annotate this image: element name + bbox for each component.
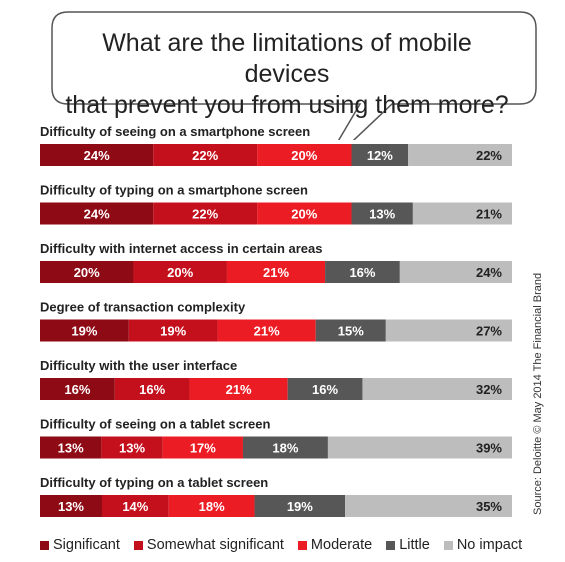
bar-segment-moderate <box>162 436 243 459</box>
bar-segment-little <box>315 319 386 342</box>
bar-segment-somewhat-significant <box>133 261 227 283</box>
bar-segment-significant <box>40 378 115 400</box>
bar-segment-somewhat-significant <box>128 319 218 342</box>
data-label: 22% <box>192 148 218 163</box>
data-label: 20% <box>74 265 100 280</box>
data-label: 12% <box>367 148 393 163</box>
bar-segment-significant <box>40 319 129 342</box>
data-label: 13% <box>58 499 84 514</box>
data-label: 21% <box>226 382 252 397</box>
legend-item-no-impact: No impact <box>443 537 523 553</box>
data-label: 19% <box>287 499 313 514</box>
bar-segment-somewhat-significant <box>101 436 163 459</box>
data-label: 17% <box>190 441 216 456</box>
legend-swatch <box>386 540 396 550</box>
category-label: Difficulty of typing on a smartphone scr… <box>40 183 308 198</box>
stacked-bar-chart: Difficulty of seeing on a smartphone scr… <box>40 124 512 517</box>
bar-segment-little <box>287 378 363 400</box>
bar-segment-somewhat-significant <box>101 495 169 517</box>
data-label: 18% <box>272 441 298 456</box>
bar-segment-moderate <box>189 378 288 400</box>
data-label: 19% <box>160 324 186 339</box>
legend-swatch <box>297 540 307 550</box>
data-label: 14% <box>122 499 148 514</box>
bar-segment-no-impact <box>412 202 512 225</box>
bar-segment-significant <box>40 144 154 166</box>
bar-segment-moderate <box>217 319 316 342</box>
data-label: 16% <box>349 265 375 280</box>
bar-segment-little <box>351 144 409 166</box>
bar-segment-significant <box>40 495 102 517</box>
category-label: Difficulty with the user interface <box>40 358 237 373</box>
data-label: 13% <box>119 441 145 456</box>
data-label: 13% <box>369 207 395 222</box>
bar-segment-little <box>242 436 328 459</box>
bar-segment-significant <box>40 436 102 459</box>
data-label: 35% <box>476 499 502 514</box>
data-label: 21% <box>263 265 289 280</box>
data-label: 16% <box>312 382 338 397</box>
data-label: 24% <box>84 148 110 163</box>
legend-label: Moderate <box>310 537 373 553</box>
category-label: Difficulty with internet access in certa… <box>40 241 323 256</box>
legend-label: Somewhat significant <box>146 537 284 553</box>
data-label: 18% <box>199 499 225 514</box>
data-label: 15% <box>338 324 364 339</box>
chart-title-line-2: that prevent you from using them more? <box>65 91 509 119</box>
data-label: 21% <box>254 324 280 339</box>
bar-segment-no-impact <box>408 144 512 166</box>
data-label: 13% <box>58 441 84 456</box>
data-label: 27% <box>476 324 502 339</box>
data-label: 20% <box>291 148 317 163</box>
category-label: Difficulty of seeing on a tablet screen <box>40 417 270 432</box>
bar-segment-no-impact <box>362 378 512 400</box>
bar-segment-moderate <box>257 144 352 166</box>
legend-item-significant: Significant <box>40 537 120 553</box>
bar-segment-somewhat-significant <box>114 378 190 400</box>
chart-legend: Significant Somewhat significant Moderate L… <box>40 536 522 554</box>
bar-segment-no-impact <box>327 436 512 459</box>
bar-segment-moderate <box>168 495 255 517</box>
legend-item-little: Little <box>386 537 430 553</box>
chart-title: What are the limitations of mobile devic… <box>62 28 512 121</box>
bar-segment-no-impact <box>345 495 512 517</box>
bar-segment-somewhat-significant <box>153 144 258 166</box>
data-label: 39% <box>476 441 502 456</box>
bar-segment-moderate <box>257 202 352 225</box>
bar-segment-no-impact <box>399 261 512 283</box>
question-bubble <box>51 11 537 140</box>
data-label: 16% <box>139 382 165 397</box>
bar-segment-little <box>351 202 413 225</box>
data-label: 32% <box>476 382 502 397</box>
legend-label: Significant <box>53 537 120 553</box>
legend-swatch <box>40 540 49 550</box>
bar-segment-moderate <box>226 261 326 283</box>
data-label: 20% <box>167 265 193 280</box>
bar-segment-significant <box>40 261 134 283</box>
bar-segment-little <box>325 261 400 283</box>
legend-swatch <box>443 540 453 550</box>
source-credit: Source: Deloitte © May 2014 The Financia… <box>532 272 544 515</box>
legend-label: No impact <box>456 537 523 553</box>
data-label: 24% <box>84 207 110 222</box>
data-label: 24% <box>476 265 502 280</box>
category-label: Degree of transaction complexity <box>40 300 246 315</box>
bar-segment-little <box>254 495 346 517</box>
category-label: Difficulty of typing on a tablet screen <box>40 475 268 490</box>
data-label: 19% <box>71 324 97 339</box>
data-label: 22% <box>192 207 218 222</box>
data-label: 20% <box>291 207 317 222</box>
bar-segment-significant <box>40 202 154 225</box>
legend-label: Little <box>399 537 430 553</box>
bar-segment-somewhat-significant <box>153 202 258 225</box>
legend-item-somewhat-significant: Somewhat significant <box>133 537 284 553</box>
data-label: 22% <box>476 148 502 163</box>
chart-title-line-1: What are the limitations of mobile devic… <box>102 29 472 88</box>
category-label: Difficulty of seeing on a smartphone scr… <box>40 124 310 139</box>
bar-segment-no-impact <box>385 319 512 342</box>
legend-swatch <box>133 540 143 550</box>
data-label: 21% <box>476 207 502 222</box>
data-label: 16% <box>64 382 90 397</box>
legend-item-moderate: Moderate <box>297 537 373 553</box>
